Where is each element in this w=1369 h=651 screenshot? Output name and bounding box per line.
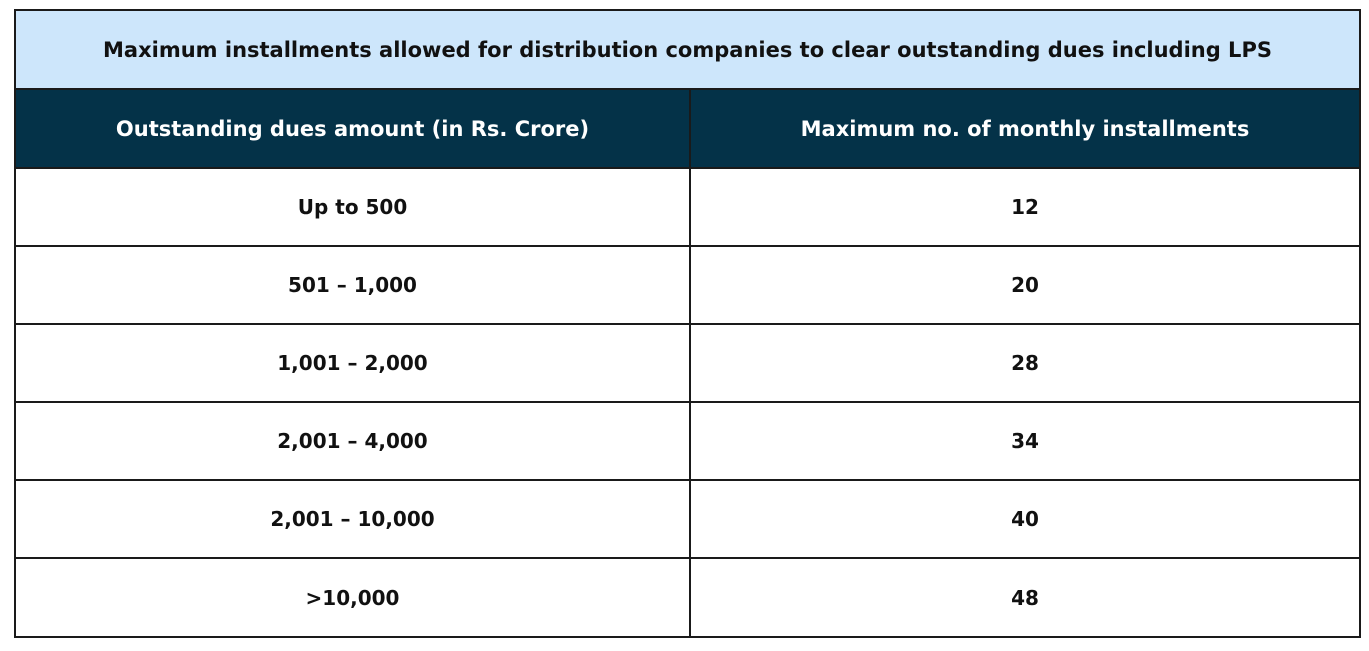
table-row: 2,001 – 10,000 40: [16, 480, 1359, 559]
table-title: Maximum installments allowed for distrib…: [16, 11, 1359, 90]
table-row: 1,001 – 2,000 28: [16, 324, 1359, 403]
column-header-amount: Outstanding dues amount (in Rs. Crore): [16, 89, 690, 169]
cell-installments: 40: [689, 480, 1359, 559]
cell-installments: 48: [689, 558, 1359, 636]
column-header-installments: Maximum no. of monthly installments: [689, 89, 1359, 169]
table-row: >10,000 48: [16, 558, 1359, 636]
table-title-row: Maximum installments allowed for distrib…: [16, 11, 1359, 90]
cell-amount: 2,001 – 4,000: [16, 402, 690, 481]
cell-amount: 2,001 – 10,000: [16, 480, 690, 559]
cell-amount: >10,000: [16, 558, 690, 636]
table-row: Up to 500 12: [16, 168, 1359, 247]
cell-installments: 20: [689, 246, 1359, 325]
table-row: 2,001 – 4,000 34: [16, 402, 1359, 481]
cell-amount: 501 – 1,000: [16, 246, 690, 325]
installments-table: Maximum installments allowed for distrib…: [16, 11, 1359, 636]
table-row: 501 – 1,000 20: [16, 246, 1359, 325]
installments-table-container: Maximum installments allowed for distrib…: [14, 9, 1361, 638]
cell-amount: 1,001 – 2,000: [16, 324, 690, 403]
cell-installments: 28: [689, 324, 1359, 403]
cell-amount: Up to 500: [16, 168, 690, 247]
table-header-row: Outstanding dues amount (in Rs. Crore) M…: [16, 89, 1359, 169]
cell-installments: 12: [689, 168, 1359, 247]
cell-installments: 34: [689, 402, 1359, 481]
